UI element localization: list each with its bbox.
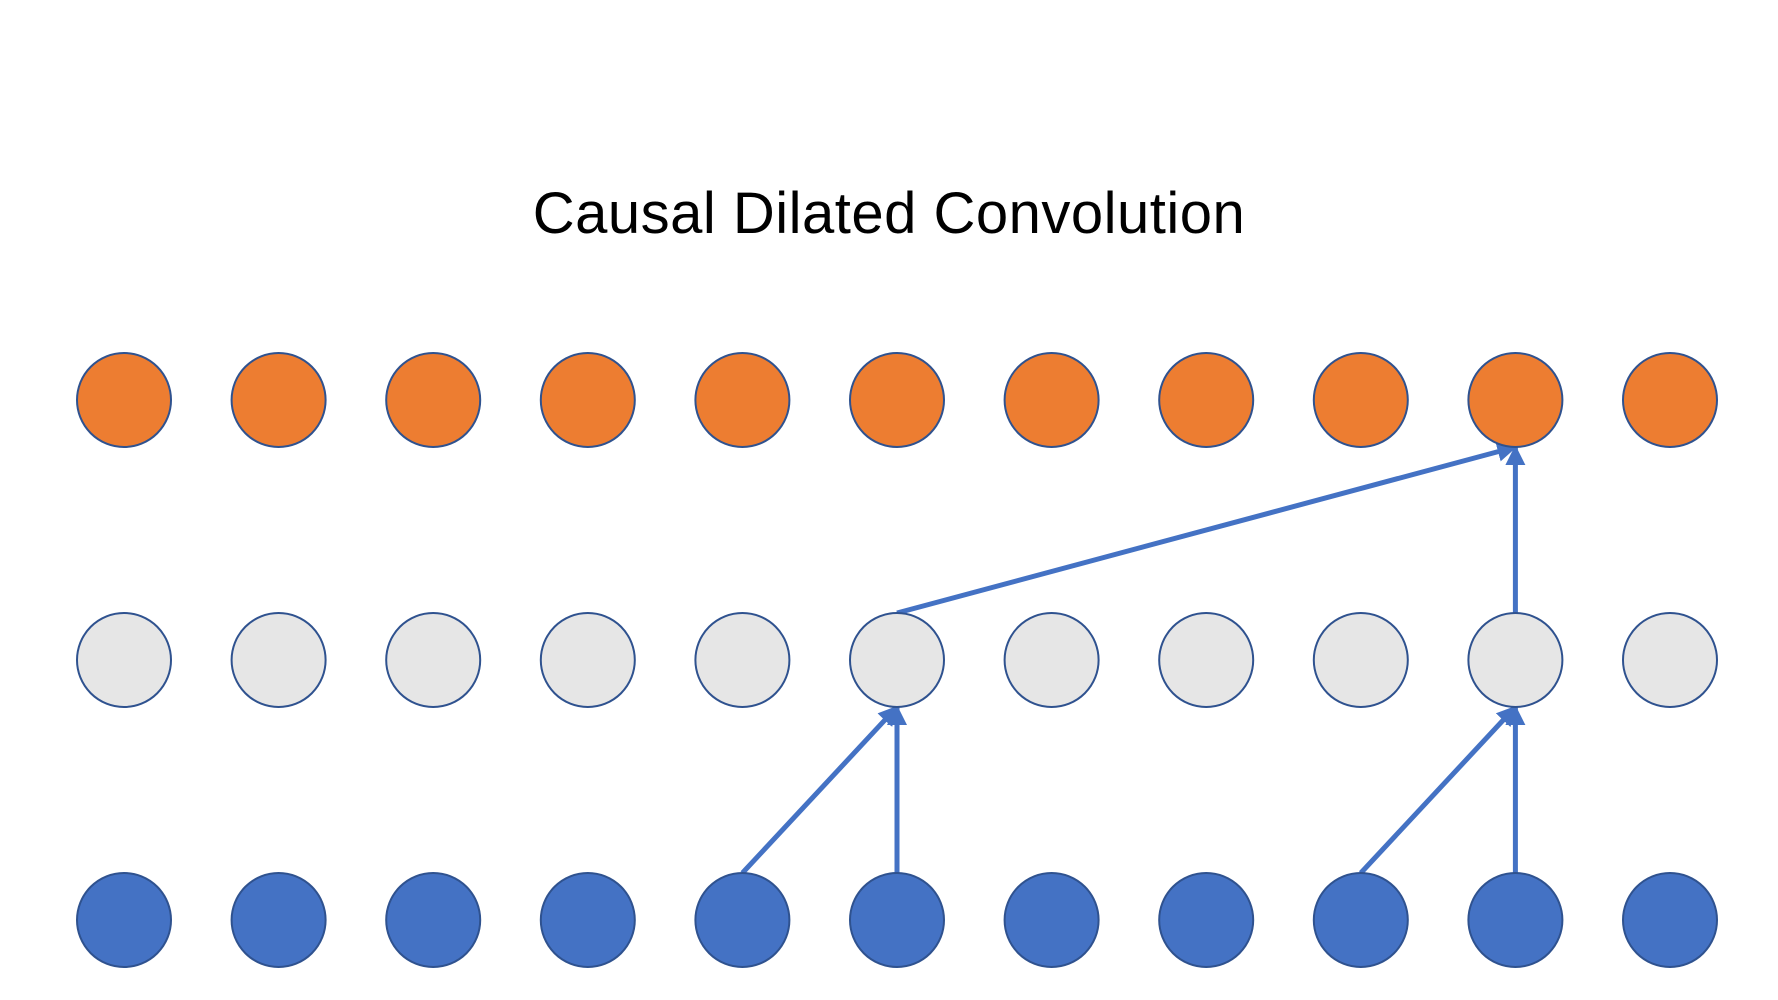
- hidden-node-8: [1312, 612, 1409, 708]
- input-node-8: [1312, 872, 1409, 968]
- hidden-node-3: [539, 612, 636, 708]
- output-node-6: [1003, 352, 1100, 448]
- output-node-3: [539, 352, 636, 448]
- arrow-hidden-5-to-output-9: [896, 442, 1518, 616]
- input-node-4: [694, 872, 791, 968]
- output-node-1: [230, 352, 327, 448]
- input-node-7: [1158, 872, 1255, 968]
- input-node-5: [849, 872, 945, 968]
- hidden-layer: [76, 612, 1718, 708]
- layer-nodes: [76, 352, 1718, 968]
- output-node-4: [694, 352, 791, 448]
- input-node-10: [1622, 872, 1718, 968]
- hidden-node-1: [230, 612, 327, 708]
- output-node-5: [849, 352, 945, 448]
- output-node-9: [1467, 352, 1564, 448]
- output-node-2: [385, 352, 482, 448]
- hidden-node-5: [849, 612, 945, 708]
- input-node-3: [539, 872, 636, 968]
- input-node-6: [1003, 872, 1100, 968]
- arrow-input-4-to-hidden-5: [740, 705, 899, 875]
- hidden-node-4: [694, 612, 791, 708]
- hidden-node-0: [76, 612, 172, 708]
- input-node-0: [76, 872, 172, 968]
- hidden-node-9: [1467, 612, 1564, 708]
- input-node-9: [1467, 872, 1564, 968]
- output-node-10: [1622, 352, 1718, 448]
- arrow-input-8-to-hidden-9: [1358, 705, 1518, 875]
- output-node-7: [1158, 352, 1255, 448]
- hidden-node-2: [385, 612, 482, 708]
- input-layer: [76, 872, 1718, 968]
- output-node-0: [76, 352, 172, 448]
- hidden-node-6: [1003, 612, 1100, 708]
- input-node-1: [230, 872, 327, 968]
- input-node-2: [385, 872, 482, 968]
- hidden-node-10: [1622, 612, 1718, 708]
- connection-arrows: [740, 442, 1526, 875]
- hidden-node-7: [1158, 612, 1255, 708]
- output-layer: [76, 352, 1718, 448]
- output-node-8: [1312, 352, 1409, 448]
- diagram-title: Causal Dilated Convolution: [532, 181, 1246, 246]
